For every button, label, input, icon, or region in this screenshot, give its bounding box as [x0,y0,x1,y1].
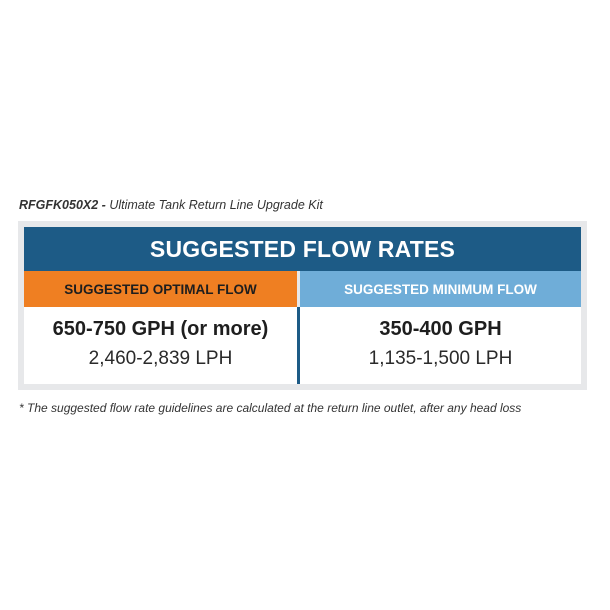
optimal-flow-header: SUGGESTED OPTIMAL FLOW [24,271,297,307]
column-divider [297,307,300,384]
product-caption: RFGFK050X2 - Ultimate Tank Return Line U… [19,198,323,212]
minimum-flow-lph: 1,135-1,500 LPH [368,348,513,369]
product-name: Ultimate Tank Return Line Upgrade Kit [109,198,323,212]
product-code: RFGFK050X2 [19,198,99,212]
table-title-banner: SUGGESTED FLOW RATES [24,227,581,271]
optimal-flow-lph: 2,460-2,839 LPH [88,348,233,369]
minimum-flow-gph: 350-400 GPH [379,318,502,340]
flow-rate-table: SUGGESTED FLOW RATES SUGGESTED OPTIMAL F… [18,221,587,390]
optimal-flow-gph: 650-750 GPH (or more) [52,318,269,340]
footnote: * The suggested flow rate guidelines are… [19,401,522,415]
minimum-flow-header-label: SUGGESTED MINIMUM FLOW [344,281,537,297]
optimal-flow-header-label: SUGGESTED OPTIMAL FLOW [64,281,257,297]
caption-separator: - [98,198,110,212]
minimum-flow-header: SUGGESTED MINIMUM FLOW [300,271,581,307]
minimum-flow-cell: 350-400 GPH 1,135-1,500 LPH [300,307,581,384]
table-title: SUGGESTED FLOW RATES [149,235,456,262]
optimal-flow-cell: 650-750 GPH (or more) 2,460-2,839 LPH [24,307,297,384]
